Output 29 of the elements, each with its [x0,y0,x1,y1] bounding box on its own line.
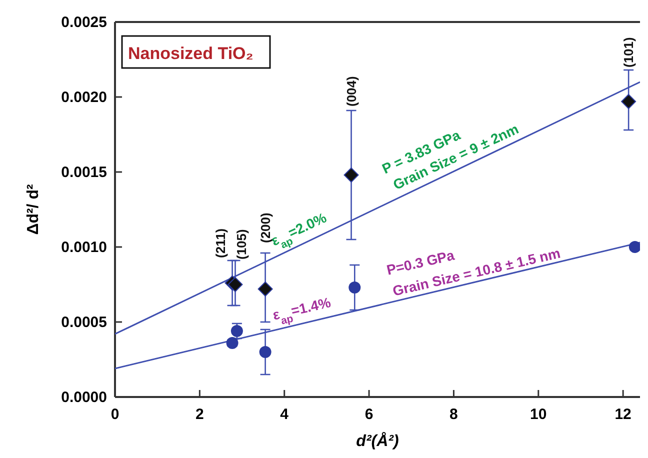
annotation: (105) [234,229,249,260]
annotation: (101) [621,37,636,68]
point [258,282,273,296]
x-tick-label: 8 [450,406,458,423]
point [621,94,636,109]
y-tick-label: 0.0025 [61,14,107,31]
annotation: ε$_{ap}$=1.4% [271,294,333,328]
x-tick-label: 12 [614,406,632,423]
x-tick-label: 4 [280,406,290,423]
y-tick-label: 0.0020 [61,89,107,106]
y-tick-label: 0.0015 [61,164,107,181]
y-tick-label: 0.0005 [61,314,107,331]
x-tick-label: 6 [364,406,374,423]
point [228,277,243,292]
annotation: (200) [258,212,273,243]
x-tick-label: 0 [110,406,120,423]
annotation: Nanosized TiO₂ [128,44,254,63]
x-tick-label: 10 [530,406,547,423]
point [348,282,361,294]
annotation: (004) [344,76,359,106]
point [344,168,359,182]
annotation: (211) [212,228,228,258]
x-axis-title: d²(Å²) [356,432,399,450]
y-axis-title: Δd²/ d² [25,184,42,235]
point [259,346,272,358]
y-tick-label: 0.0000 [61,389,107,406]
point [230,325,243,337]
y-tick-label: 0.0010 [61,239,107,256]
x-tick-label: 2 [196,406,204,423]
